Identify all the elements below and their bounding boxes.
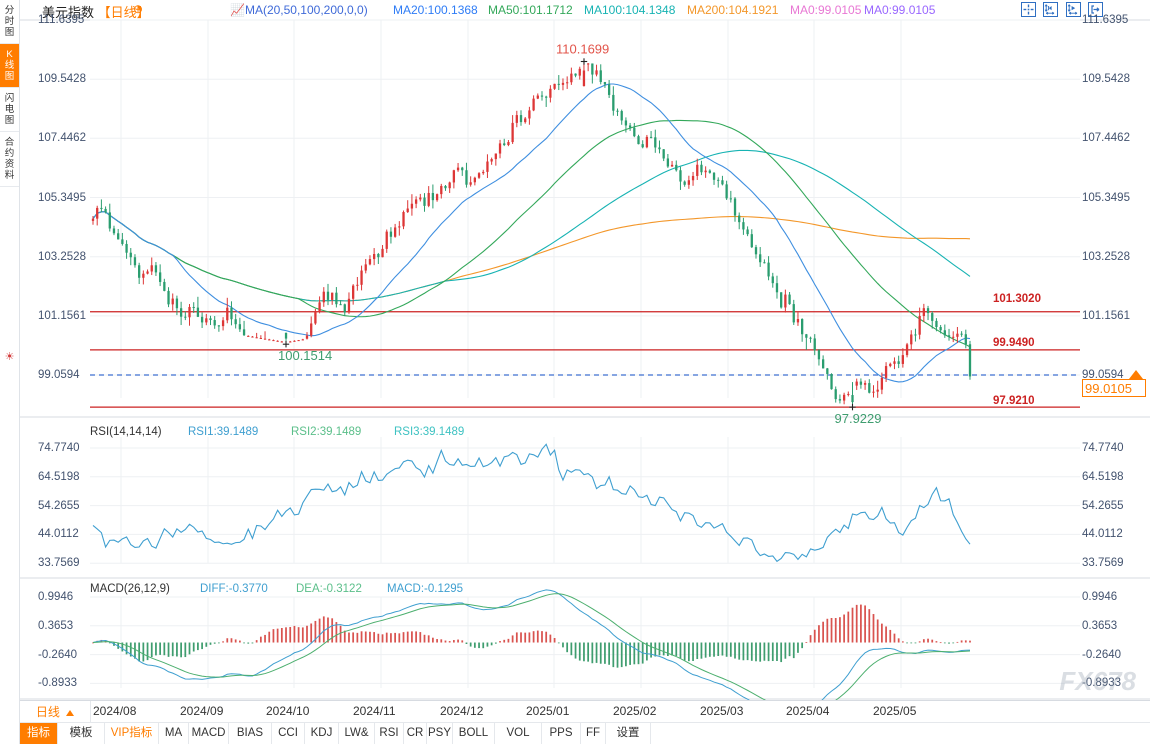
- svg-text:110.1699: 110.1699: [556, 42, 609, 57]
- svg-text:100.1514: 100.1514: [278, 348, 332, 363]
- svg-text:97.9229: 97.9229: [835, 411, 882, 426]
